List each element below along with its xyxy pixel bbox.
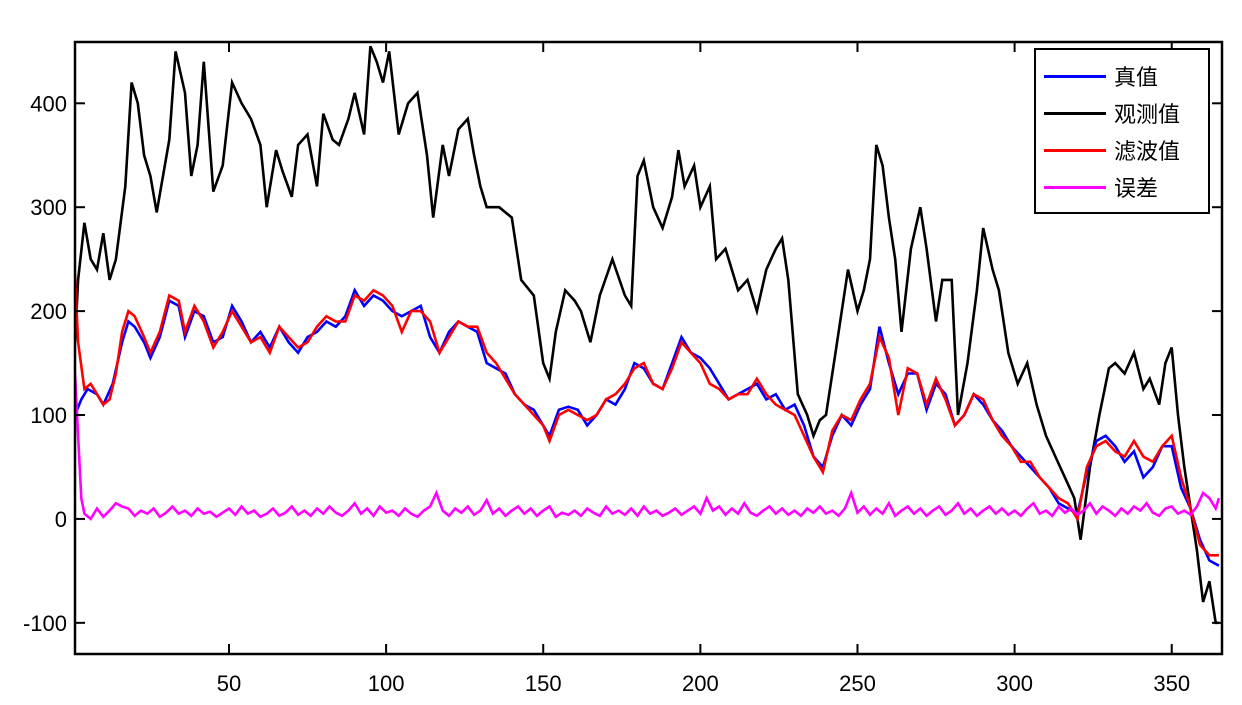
- y-tick-label: -100: [23, 611, 67, 636]
- legend-label: 真值: [1114, 66, 1159, 91]
- x-tick-label: 50: [217, 671, 241, 696]
- x-tick-label: 300: [996, 671, 1033, 696]
- legend-swatch-magenta: [1044, 185, 1106, 189]
- series-line-2: [75, 274, 1219, 557]
- series-line-1: [75, 45, 1219, 625]
- legend-swatch-red: [1044, 148, 1106, 152]
- legend-swatch-blue: [1044, 74, 1106, 78]
- legend: 真值 观测值 滤波值 误差: [1034, 48, 1210, 214]
- series-layer: [75, 45, 1221, 625]
- legend-item-error: 误差: [1044, 169, 1158, 205]
- y-tick-label: 400: [30, 91, 67, 116]
- plot-frame: [73, 40, 1224, 656]
- legend-label: 观测值: [1114, 103, 1181, 128]
- y-tick-label: 200: [30, 299, 67, 324]
- x-axis: 50 100 150 200 250 300 350: [217, 42, 1190, 696]
- legend-item-observed-value: 观测值: [1044, 95, 1180, 131]
- y-tick-label: 100: [30, 403, 67, 428]
- legend-swatch-black: [1044, 111, 1106, 115]
- series-line-3: [75, 373, 1221, 521]
- legend-item-true-value: 真值: [1044, 58, 1158, 94]
- x-tick-label: 150: [525, 671, 562, 696]
- y-tick-label: 300: [30, 195, 67, 220]
- x-tick-label: 350: [1153, 671, 1190, 696]
- legend-label: 误差: [1114, 177, 1159, 202]
- legend-item-filtered-value: 滤波值: [1044, 132, 1180, 168]
- x-tick-label: 100: [368, 671, 405, 696]
- y-axis: -100 0 100 200 300 400: [23, 91, 1222, 636]
- series-line-0: [75, 287, 1220, 567]
- y-tick-label: 0: [55, 507, 67, 532]
- legend-label: 滤波值: [1114, 140, 1181, 165]
- x-tick-label: 250: [839, 671, 876, 696]
- x-tick-label: 200: [682, 671, 719, 696]
